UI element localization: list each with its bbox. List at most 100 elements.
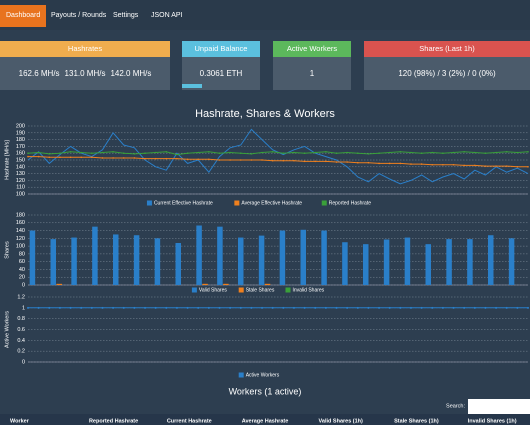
y-tick-label: 80: [19, 251, 25, 257]
point: [441, 306, 444, 309]
point: [58, 306, 61, 309]
point: [112, 151, 114, 153]
y-tick-label: 0.2: [17, 349, 25, 355]
y-axis-label: Hashrate [MH/s]: [4, 140, 10, 180]
point: [80, 306, 83, 309]
point: [356, 152, 359, 154]
point: [48, 153, 51, 155]
y-tick-label: 160: [16, 220, 25, 226]
point: [463, 306, 466, 309]
point: [314, 151, 317, 154]
y-tick-label: 100: [16, 191, 25, 197]
point: [48, 156, 51, 159]
search-input[interactable]: [468, 399, 530, 414]
y-tick-label: 60: [19, 259, 25, 265]
point: [292, 306, 295, 309]
workers-title: Workers (1 active): [229, 386, 302, 396]
point: [122, 152, 125, 154]
series-line: [28, 156, 528, 168]
point: [452, 151, 455, 154]
point: [431, 306, 434, 309]
nav-tab[interactable]: Settings: [113, 12, 139, 19]
point: [516, 151, 519, 154]
point: [314, 306, 317, 309]
point: [346, 306, 349, 309]
point: [399, 162, 402, 165]
point: [91, 152, 93, 154]
point: [197, 306, 200, 309]
y-tick-label: 170: [16, 144, 25, 150]
point: [367, 153, 370, 155]
point: [208, 151, 210, 153]
point: [474, 164, 476, 167]
point: [505, 151, 508, 153]
bar: [279, 230, 286, 285]
point: [37, 151, 40, 154]
point: [484, 306, 487, 309]
y-tick-label: 40: [19, 267, 25, 273]
card-title: Unpaid Balance: [182, 41, 260, 57]
y-tick-label: 190: [16, 130, 25, 136]
point: [59, 152, 61, 154]
point: [527, 151, 529, 153]
point: [473, 306, 476, 309]
point: [388, 306, 391, 309]
legend-label: Stale Shares: [246, 287, 275, 293]
card-value: 162.6 MH/s: [18, 69, 60, 78]
point: [527, 306, 529, 309]
point: [378, 162, 380, 165]
point: [250, 153, 253, 155]
point: [314, 160, 317, 163]
nav-tab[interactable]: Dashboard: [0, 5, 47, 27]
point: [431, 151, 434, 154]
point: [112, 157, 114, 159]
point: [154, 151, 157, 154]
legend-label: Average Effective Hashrate: [241, 200, 302, 206]
legend-swatch: [238, 372, 244, 378]
y-tick-label: 120: [16, 178, 25, 184]
nav-tab[interactable]: JSON API: [151, 12, 183, 19]
card-value: 120 (98%) / 3 (2%) / 0 (0%): [398, 69, 496, 78]
column-header: Worker: [10, 418, 30, 424]
card-value: 1: [309, 69, 315, 78]
point: [399, 151, 402, 153]
bar: [264, 283, 271, 285]
point: [367, 161, 370, 164]
bar: [238, 237, 244, 285]
stat-card: Unpaid Balance 0.3061 ETH: [182, 41, 260, 90]
bar: [56, 283, 62, 285]
point: [133, 157, 136, 159]
point: [356, 306, 359, 309]
column-header: Average Hashrate: [242, 418, 289, 424]
point: [271, 159, 274, 162]
point: [261, 306, 264, 309]
point: [165, 151, 168, 153]
legend-label: Invalid Shares: [293, 287, 325, 293]
nav-tab[interactable]: Payouts / Rounds: [51, 12, 107, 19]
bar: [321, 230, 327, 285]
card-value: 131.0 MH/s: [64, 69, 106, 78]
point: [378, 152, 380, 154]
point: [409, 306, 412, 309]
bar: [404, 237, 411, 285]
y-tick-label: 140: [16, 164, 25, 170]
point: [335, 306, 338, 309]
card-title: Active Workers: [273, 41, 351, 57]
bar: [446, 239, 452, 285]
point: [505, 165, 508, 167]
point: [69, 151, 72, 153]
bar: [71, 237, 77, 285]
point: [48, 306, 51, 309]
stat-card: Shares (Last 1h) 120 (98%) / 3 (2%) / 0 …: [364, 41, 530, 90]
point: [186, 158, 189, 161]
y-tick-label: 20: [19, 275, 25, 281]
point: [442, 163, 444, 166]
card-value: 142.0 MH/s: [110, 69, 152, 78]
legend-label: Reported Hashrate: [329, 200, 371, 206]
bar: [488, 235, 494, 285]
legend-label: Valid Shares: [199, 287, 227, 293]
bar: [133, 235, 140, 285]
card-value: 0.3061 ETH: [199, 69, 243, 78]
table-header: [0, 414, 530, 425]
point: [91, 156, 93, 159]
